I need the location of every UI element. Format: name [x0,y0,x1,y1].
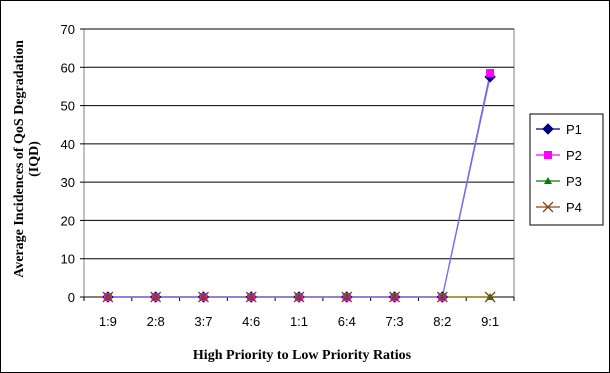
plot-area [83,28,515,298]
y-axis-title: Average Incidences of QoS Degradation (IQ… [12,40,42,278]
data-point [436,291,448,303]
x-tick-label: 1:1 [290,314,308,329]
data-point [102,291,114,303]
data-point [197,291,209,303]
data-point [486,69,495,78]
y-tick-label: 60 [61,60,75,75]
legend: P1 P2 P3 P4 [529,113,604,226]
x-axis-title: High Priority to Low Priority Ratios [193,348,412,363]
legend-box [529,113,604,226]
y-axis-ticks: 0 10 20 30 40 50 60 70 [61,22,84,305]
series-markers-p4 [102,291,496,303]
data-point [484,291,496,303]
x-stroke [484,291,496,303]
legend-marker [544,177,552,184]
x-tick-label: 2:8 [147,314,165,329]
y-axis-title-line: Average Incidences of QoS Degradation [12,40,27,278]
x-stroke [341,291,353,303]
x-tick-label: 7:3 [386,314,404,329]
legend-marker [542,201,554,213]
gridlines [84,28,514,298]
legend-label: P4 [566,200,582,215]
y-tick-label: 70 [61,22,75,37]
y-tick-label: 50 [61,99,75,114]
x-tick-label: 1:9 [99,314,117,329]
x-tick-label: 3:7 [194,314,212,329]
y-axis-title-line: (IQD) [27,141,42,177]
legend-label: P3 [566,174,582,189]
y-tick-label: 10 [61,252,75,267]
x-stroke [197,291,209,303]
x-stroke [150,291,162,303]
legend-label: P1 [566,122,582,137]
x-stroke [245,291,257,303]
data-point [150,291,162,303]
y-tick-label: 0 [68,290,75,305]
x-tick-label: 8:2 [433,314,451,329]
legend-marker [544,151,552,159]
data-point [293,291,305,303]
legend-label: P2 [566,148,582,163]
x-axis-ticks: 1:9 2:8 3:7 4:6 1:1 6:4 7:3 8:2 9:1 [83,297,515,329]
y-tick-label: 20 [61,213,75,228]
x-tick-label: 6:4 [338,314,356,329]
data-point [245,291,257,303]
data-point [389,291,401,303]
x-tick-label: 9:1 [481,314,499,329]
x-stroke [436,291,448,303]
x-tick-label: 4:6 [242,314,260,329]
x-stroke [542,201,554,213]
x-stroke [293,291,305,303]
legend-marker [542,123,554,135]
y-tick-label: 30 [61,175,75,190]
series-lines [102,69,496,303]
x-stroke [389,291,401,303]
data-point [341,291,353,303]
x-stroke [102,291,114,303]
y-tick-label: 40 [61,137,75,152]
